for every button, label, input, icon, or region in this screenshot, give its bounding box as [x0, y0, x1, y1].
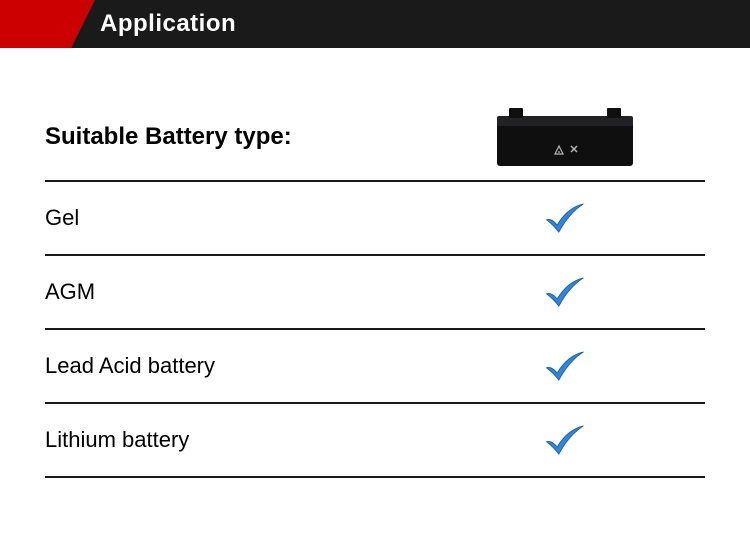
checkmark-icon — [543, 422, 587, 458]
checkmark-icon — [543, 200, 587, 236]
header-bar: Application — [0, 0, 750, 48]
application-table: Suitable Battery type: Gel AGM — [0, 48, 750, 478]
table-row: Lithium battery — [45, 404, 705, 478]
table-header-row: Suitable Battery type: — [45, 78, 705, 182]
row-label: Lead Acid battery — [45, 353, 215, 379]
checkmark-icon — [543, 348, 587, 384]
header-accent — [0, 0, 95, 48]
table-row: Gel — [45, 182, 705, 256]
row-label: Gel — [45, 205, 79, 231]
table-row: Lead Acid battery — [45, 330, 705, 404]
checkmark-icon — [543, 274, 587, 310]
header-title: Application — [100, 10, 236, 38]
battery-illustration — [425, 102, 705, 172]
table-heading: Suitable Battery type: — [45, 123, 292, 151]
battery-icon — [485, 102, 645, 172]
row-label: AGM — [45, 279, 95, 305]
row-label: Lithium battery — [45, 427, 189, 453]
table-row: AGM — [45, 256, 705, 330]
